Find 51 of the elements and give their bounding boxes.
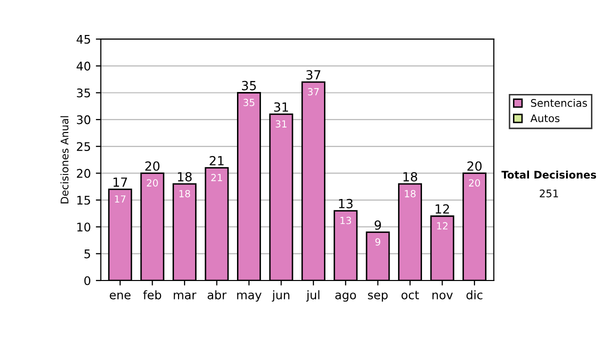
total-label: 21 bbox=[210, 156, 224, 166]
x-tick-label: jun bbox=[272, 290, 290, 302]
data-label: 37 bbox=[308, 88, 319, 96]
data-label: 20 bbox=[469, 179, 480, 187]
y-tick-label: 40 bbox=[76, 62, 90, 71]
y-tick-label: 15 bbox=[77, 196, 90, 205]
y-tick-label: 35 bbox=[76, 88, 90, 98]
data-label: 31 bbox=[276, 120, 286, 128]
total-label: 37 bbox=[306, 70, 320, 80]
total-label: 20 bbox=[145, 161, 160, 171]
data-label: 20 bbox=[146, 179, 158, 187]
data-label: 35 bbox=[244, 98, 254, 106]
x-tick-label: dic bbox=[466, 290, 482, 300]
y-tick-label: 25 bbox=[76, 142, 90, 152]
total-label: 13 bbox=[339, 198, 353, 208]
x-tick-label: feb bbox=[143, 290, 162, 300]
x-tick-label: jul bbox=[306, 290, 320, 302]
data-label: 12 bbox=[437, 222, 448, 230]
total-label: 18 bbox=[403, 172, 418, 182]
x-tick-label: sep bbox=[368, 292, 388, 302]
data-label: 21 bbox=[211, 174, 222, 182]
legend-label: Sentencias bbox=[531, 98, 587, 107]
total-label: 9 bbox=[374, 220, 381, 230]
data-label: 18 bbox=[179, 190, 190, 198]
x-tick-label: mar bbox=[174, 292, 196, 300]
y-tick-label: 45 bbox=[76, 34, 90, 44]
text: Total Decisiones bbox=[501, 170, 596, 179]
total-label: 17 bbox=[114, 178, 128, 187]
y-axis-title: Decisiones Anual bbox=[60, 116, 68, 204]
data-label: 18 bbox=[404, 190, 416, 198]
total-label: 31 bbox=[274, 102, 288, 112]
x-tick-label: oct bbox=[402, 290, 419, 300]
x-tick-label: ago bbox=[335, 292, 356, 302]
legend-label: Autos bbox=[530, 114, 560, 122]
y-tick-label: 20 bbox=[76, 168, 90, 178]
y-tick-label: 10 bbox=[77, 222, 90, 232]
total-label: 12 bbox=[436, 204, 449, 214]
x-tick-label: abr bbox=[208, 290, 227, 300]
y-tick-label: 5 bbox=[84, 250, 90, 258]
data-label: 17 bbox=[115, 195, 126, 203]
y-tick-label: 0 bbox=[84, 276, 90, 286]
data-label: 13 bbox=[340, 216, 352, 224]
x-tick-label: ene bbox=[110, 292, 131, 300]
x-tick-label: nov bbox=[432, 292, 453, 300]
y-tick-label: 30 bbox=[76, 115, 90, 124]
data-label: 9 bbox=[375, 238, 380, 246]
total-label: 35 bbox=[242, 80, 256, 90]
total-label: 18 bbox=[178, 172, 192, 182]
x-tick-label: may bbox=[237, 292, 262, 302]
text: 251 bbox=[540, 189, 558, 198]
total-label: 20 bbox=[467, 161, 482, 171]
